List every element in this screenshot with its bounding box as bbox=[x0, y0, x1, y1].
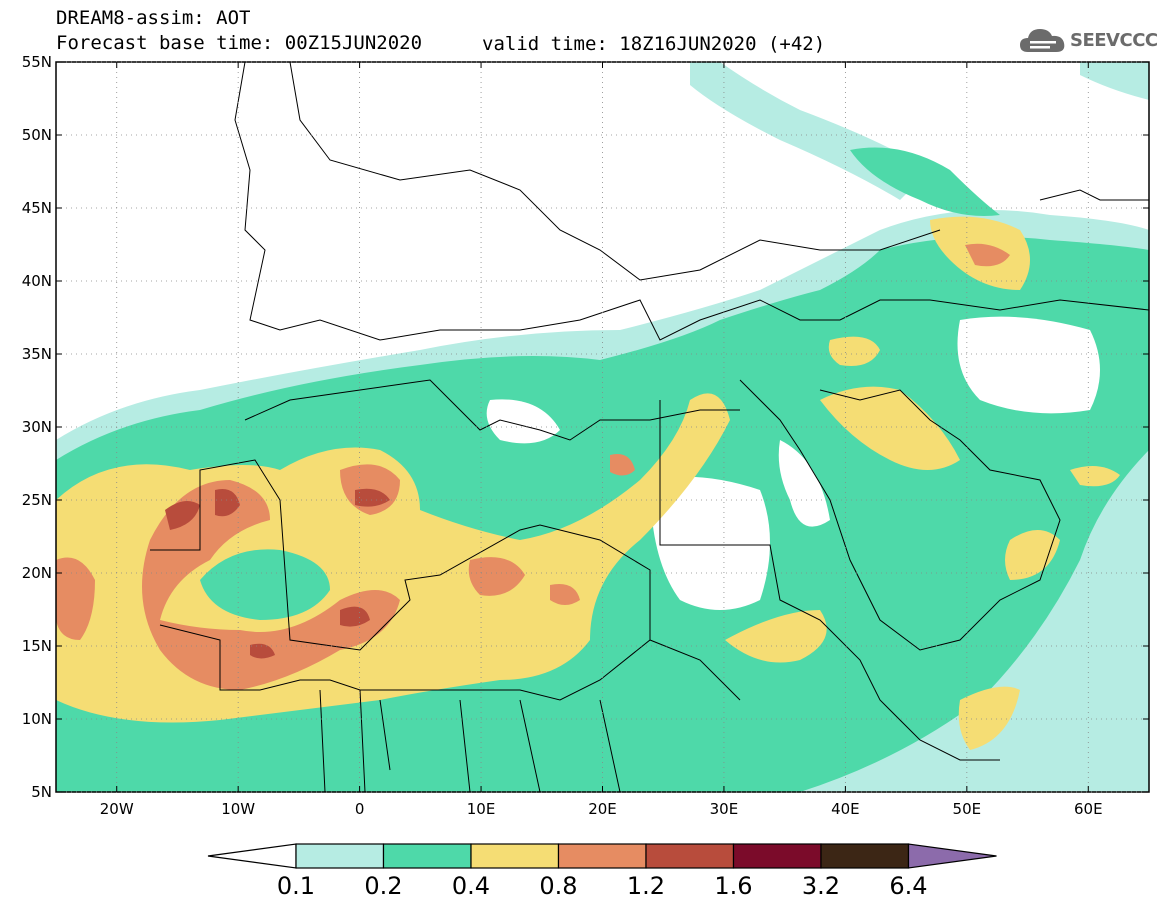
colorbar-label: 3.2 bbox=[802, 872, 840, 900]
cloud-icon bbox=[1020, 29, 1065, 52]
colorbar-label: 0.8 bbox=[539, 872, 577, 900]
colorbar-swatch bbox=[470, 843, 560, 869]
lat-label: 5N bbox=[31, 783, 52, 801]
axis-ticks bbox=[56, 61, 1149, 793]
longitude-labels: 20W 10W 0 10E 20E 30E 40E 50E 60E bbox=[100, 800, 1103, 818]
colorbar-swatch bbox=[732, 843, 822, 869]
lon-label: 30E bbox=[710, 800, 739, 818]
seevccc-logo: SEEVCCC bbox=[1018, 24, 1158, 58]
colorbar-label: 1.6 bbox=[714, 872, 752, 900]
lon-label: 10W bbox=[221, 800, 255, 818]
lon-label: 20W bbox=[100, 800, 134, 818]
lat-label: 30N bbox=[22, 418, 52, 436]
colorbar-labels: 0.1 0.2 0.4 0.8 1.2 1.6 3.2 6.4 bbox=[277, 872, 928, 900]
lon-label: 10E bbox=[467, 800, 496, 818]
lat-label: 20N bbox=[22, 564, 52, 582]
lon-label: 40E bbox=[831, 800, 860, 818]
lon-label: 60E bbox=[1074, 800, 1103, 818]
colorbar-label: 0.4 bbox=[452, 872, 490, 900]
logo-text: SEEVCCC bbox=[1070, 30, 1158, 51]
lat-label: 40N bbox=[22, 272, 52, 290]
colorbar-swatch bbox=[295, 843, 385, 869]
colorbar-label: 1.2 bbox=[627, 872, 665, 900]
lat-label: 35N bbox=[22, 345, 52, 363]
lat-label: 55N bbox=[22, 53, 52, 71]
lat-label: 10N bbox=[22, 710, 52, 728]
lat-label: 25N bbox=[22, 491, 52, 509]
colorbar-label: 0.1 bbox=[277, 872, 315, 900]
map-title: DREAM8-assim: AOT bbox=[56, 7, 251, 29]
colorbar-swatch bbox=[645, 843, 735, 869]
colorbar-swatch bbox=[382, 843, 472, 869]
colorbar-over-arrow bbox=[907, 843, 997, 869]
lon-label: 50E bbox=[953, 800, 982, 818]
lat-label: 15N bbox=[22, 637, 52, 655]
colorbar-label: 6.4 bbox=[889, 872, 927, 900]
lon-label: 0 bbox=[355, 800, 365, 818]
lat-label: 45N bbox=[22, 199, 52, 217]
graticule bbox=[56, 61, 1149, 793]
colorbar-swatch bbox=[820, 843, 910, 869]
colorbar bbox=[207, 843, 997, 869]
lon-label: 20E bbox=[588, 800, 617, 818]
valid-time: valid time: 18Z16JUN2020 (+42) bbox=[482, 33, 826, 55]
colorbar-label: 0.2 bbox=[364, 872, 402, 900]
latitude-labels: 55N 50N 45N 40N 35N 30N 25N 20N 15N 10N 5N bbox=[22, 53, 52, 801]
colorbar-swatch bbox=[557, 843, 647, 869]
forecast-base-time: Forecast base time: 00Z15JUN2020 bbox=[56, 32, 423, 54]
colorbar-under-arrow bbox=[207, 843, 297, 869]
lat-label: 50N bbox=[22, 126, 52, 144]
